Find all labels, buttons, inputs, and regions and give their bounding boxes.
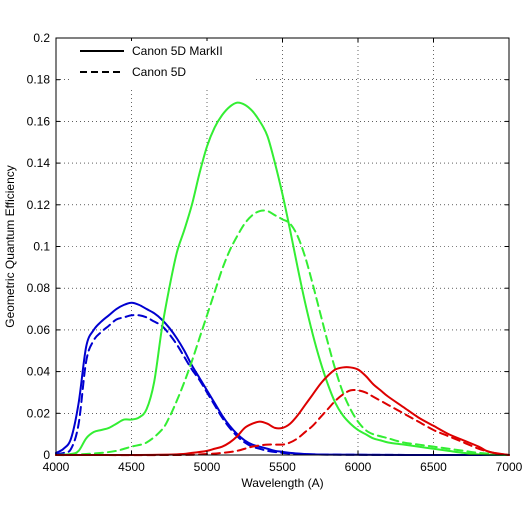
y-tick-label: 0.1 [33, 240, 50, 254]
x-tick-label: 7000 [496, 460, 523, 474]
legend-label-5d: Canon 5D [132, 65, 186, 79]
x-axis-label: Wavelength (A) [241, 476, 323, 490]
y-axis-label: Geometric Quantum Efficiency [3, 165, 17, 328]
y-tick-label: 0.04 [27, 365, 51, 379]
x-tick-label: 6000 [345, 460, 372, 474]
x-tick-label: 5500 [269, 460, 296, 474]
y-tick-label: 0.06 [27, 323, 51, 337]
axis-ticks: 4000 4500 5000 5500 6000 6500 7000 0 0.02 0.04 0.0… [27, 31, 523, 474]
red-solid-series-line [55, 366, 510, 457]
x-tick-label: 4500 [118, 460, 145, 474]
x-tick-label: 5000 [194, 460, 221, 474]
green-dashed-series-line [55, 209, 510, 457]
x-tick-label: 4000 [43, 460, 70, 474]
green-solid-series-line [55, 101, 510, 456]
y-tick-label: 0.18 [27, 73, 51, 87]
red-dashed-series-line [55, 388, 510, 457]
series-group [55, 101, 510, 457]
blue-dashed-series-line [55, 314, 510, 457]
y-tick-label: 0.16 [27, 114, 51, 128]
x-tick-label: 6500 [420, 460, 447, 474]
y-tick-label: 0.14 [27, 156, 51, 170]
y-tick-label: 0.12 [27, 198, 51, 212]
legend-box [70, 41, 256, 87]
grid [56, 38, 509, 455]
y-tick-label: 0.2 [33, 31, 50, 45]
y-tick-label: 0.08 [27, 281, 51, 295]
y-tick-label: 0.02 [27, 406, 51, 420]
legend: Canon 5D MarkII Canon 5D [70, 41, 256, 87]
y-tick-label: 0 [43, 448, 50, 462]
legend-label-markii: Canon 5D MarkII [132, 44, 223, 58]
